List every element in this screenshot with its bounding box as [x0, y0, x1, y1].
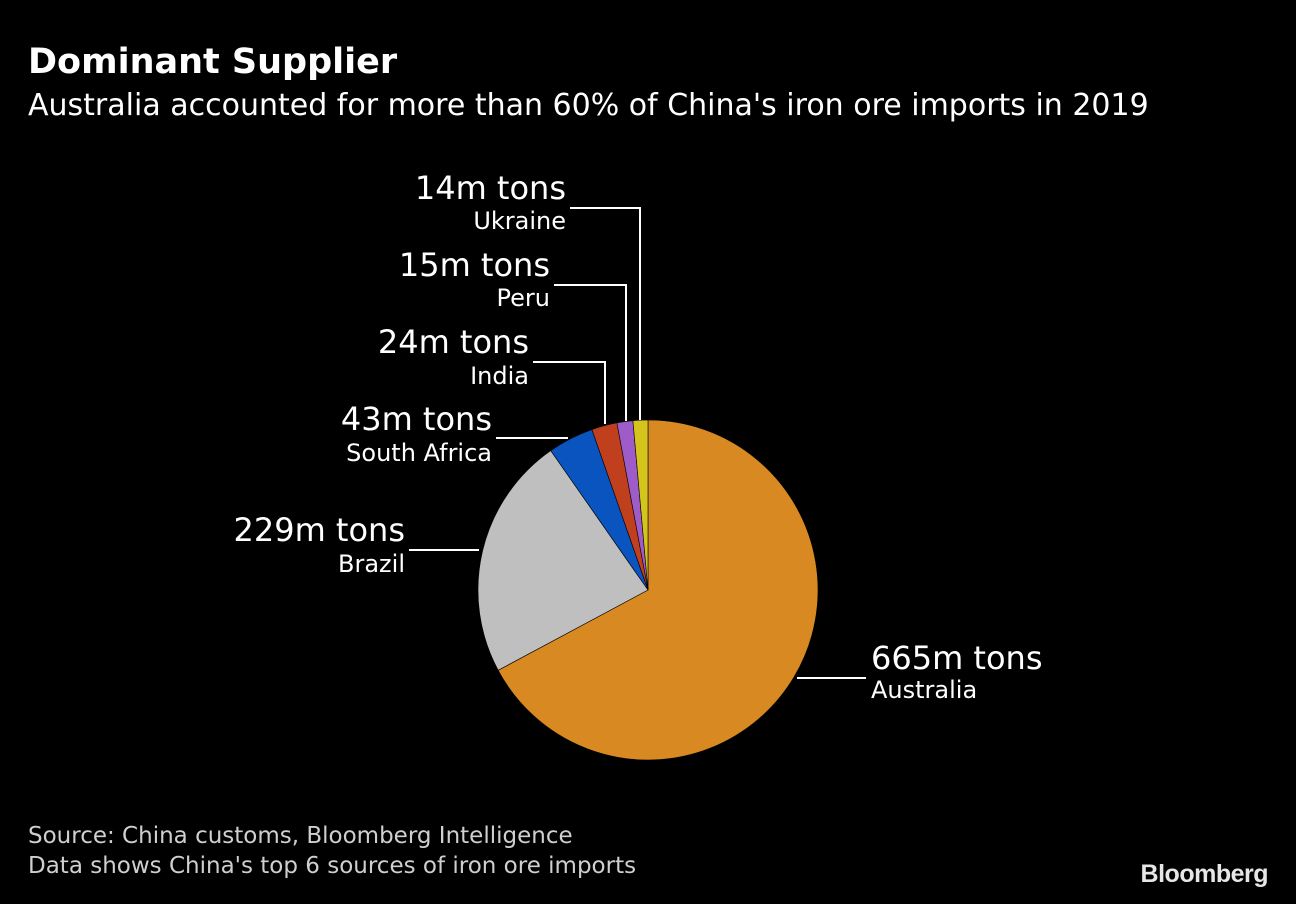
value-label-peru: 15m tons — [399, 246, 550, 284]
pie-slice-brazil — [477, 450, 649, 671]
chart-subtitle: Australia accounted for more than 60% of… — [28, 88, 1149, 123]
leader-lines — [409, 207, 866, 679]
category-label-ukraine: Ukraine — [473, 207, 566, 235]
category-label-australia: Australia — [871, 676, 977, 704]
value-label-south-africa: 43m tons — [341, 400, 492, 438]
data-note: Data shows China's top 6 sources of iron… — [28, 853, 637, 879]
pie-slice-australia — [497, 419, 819, 761]
pie-slices — [477, 419, 819, 761]
category-label-india: India — [470, 362, 529, 390]
value-label-india: 24m tons — [378, 323, 529, 361]
leader-line-ukraine — [570, 207, 641, 420]
pie-slice-ukraine — [632, 419, 649, 591]
bloomberg-logo: Bloomberg — [1140, 860, 1269, 888]
value-label-ukraine: 14m tons — [415, 169, 566, 207]
category-label-brazil: Brazil — [338, 550, 405, 578]
category-label-south-africa: South Africa — [346, 439, 492, 467]
category-label-peru: Peru — [497, 284, 550, 312]
leader-line-peru — [554, 284, 627, 421]
value-label-brazil: 229m tons — [234, 511, 406, 549]
chart-title: Dominant Supplier — [28, 42, 398, 82]
leader-line-india — [533, 361, 606, 424]
source-note: Source: China customs, Bloomberg Intelli… — [28, 823, 573, 849]
value-label-australia: 665m tons — [871, 639, 1043, 677]
